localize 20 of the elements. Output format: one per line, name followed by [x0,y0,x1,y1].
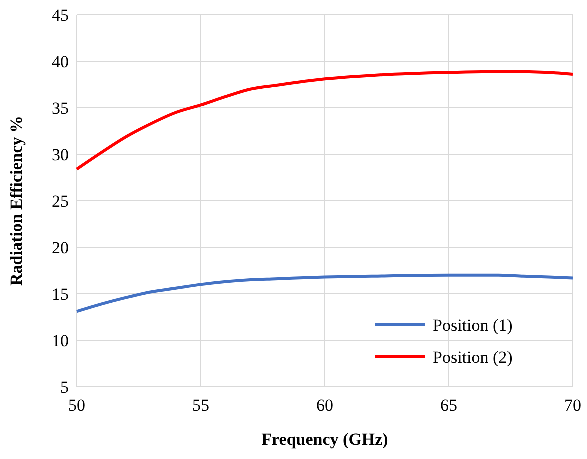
y-tick-label: 35 [52,99,69,118]
x-tick-label: 60 [316,396,334,415]
line-series [76,70,574,171]
y-tick-label: 10 [52,332,69,350]
x-tick-label: 65 [440,396,458,415]
y-tick-label: 30 [52,146,69,164]
y-tick-label: 5 [60,378,69,397]
legend-label: Position (2) [433,348,513,367]
x-tick-label: 50 [68,396,86,415]
y-tick-label: 15 [52,285,69,304]
x-axis-title: Frequency (GHz) [262,430,388,449]
y-tick-label: 40 [52,52,69,72]
y-tick-label: 25 [52,192,69,211]
x-tick-label: 70 [564,396,582,415]
line-series [76,274,574,314]
legend-label: Position (1) [433,316,513,335]
y-tick-label: 45 [52,6,69,25]
y-axis-title: Radiation Efficiency % [7,116,26,286]
x-tick-label: 55 [192,396,210,415]
y-tick-label: 20 [52,238,69,258]
